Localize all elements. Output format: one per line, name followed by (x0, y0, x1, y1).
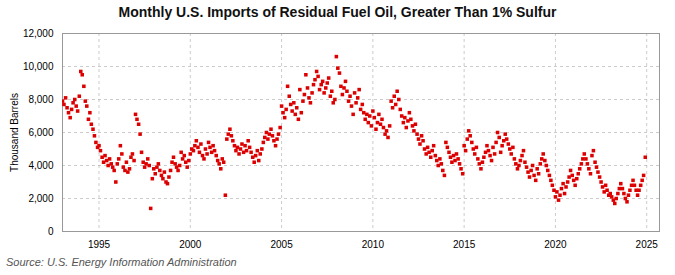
svg-text:8,000: 8,000 (28, 94, 53, 105)
svg-text:4,000: 4,000 (28, 160, 53, 171)
svg-text:2,000: 2,000 (28, 193, 53, 204)
svg-text:Thousand Barrels: Thousand Barrels (9, 93, 20, 172)
svg-text:2000: 2000 (179, 239, 202, 250)
svg-text:2005: 2005 (270, 239, 293, 250)
svg-text:2025: 2025 (636, 239, 659, 250)
svg-text:12,000: 12,000 (23, 28, 54, 39)
html-text:Monthly U.S. Imports of Residu: Monthly U.S. Imports of Residual Fuel Oi… (118, 4, 557, 20)
svg-text:2015: 2015 (453, 239, 476, 250)
svg-text:1995: 1995 (88, 239, 111, 250)
svg-text:10,000: 10,000 (23, 61, 54, 72)
html-text:Source: U.S. Energy Informatio: Source: U.S. Energy Information Administ… (6, 256, 237, 268)
svg-text:6,000: 6,000 (28, 127, 53, 138)
svg-text:0: 0 (48, 226, 54, 237)
svg-text:2010: 2010 (362, 239, 385, 250)
svg-text:2020: 2020 (544, 239, 567, 250)
